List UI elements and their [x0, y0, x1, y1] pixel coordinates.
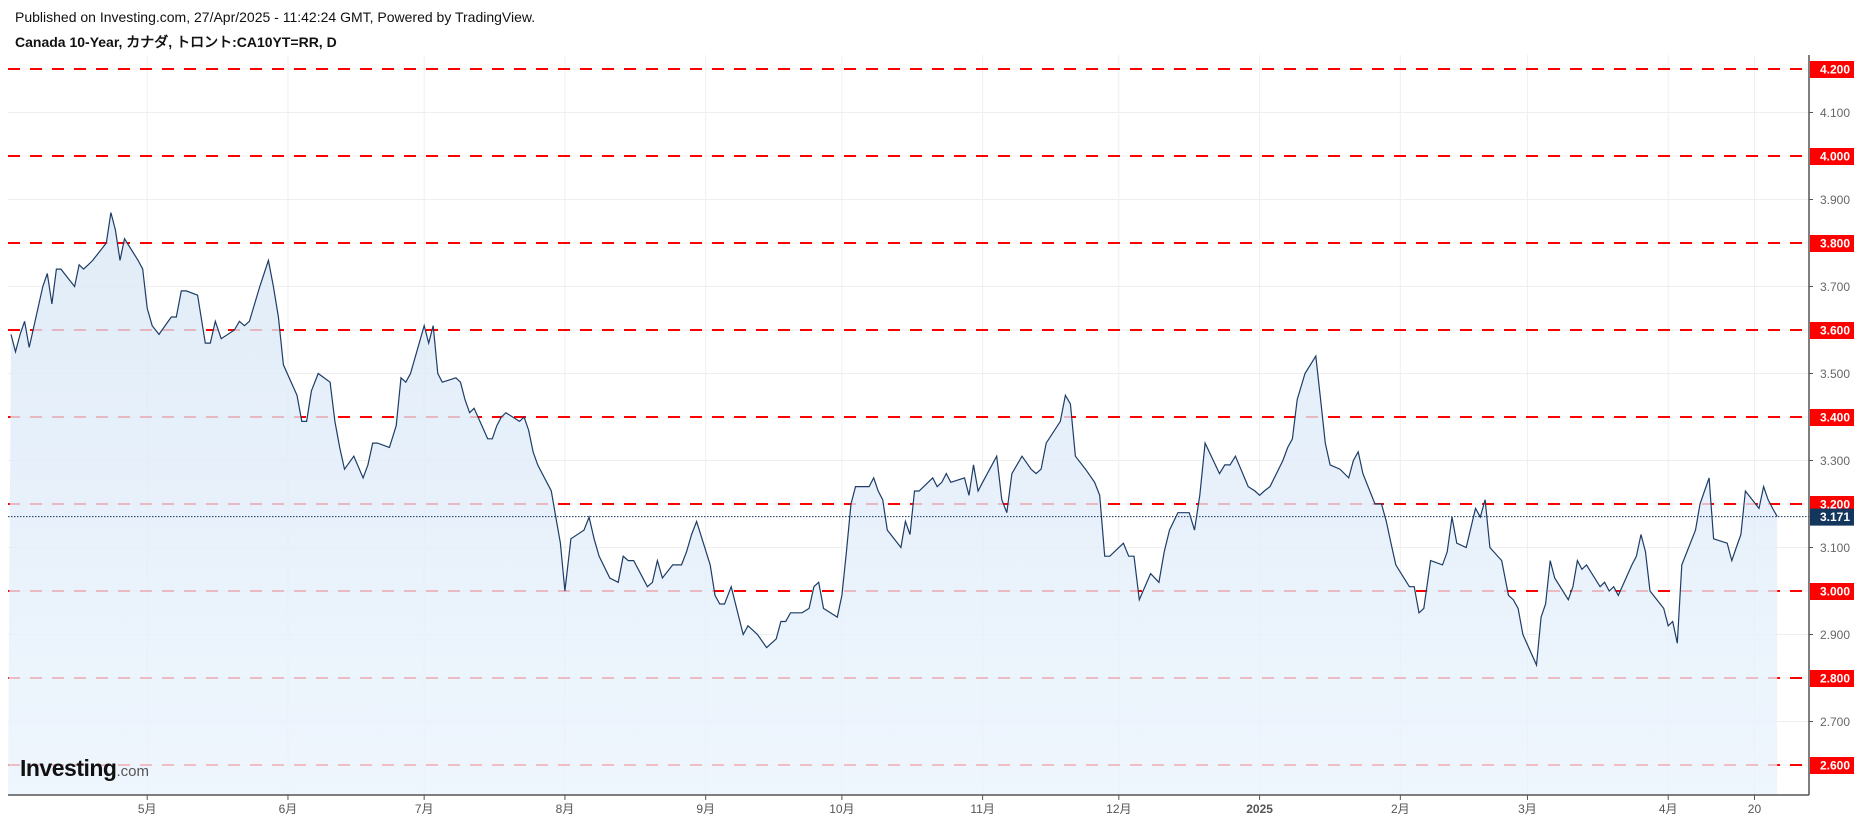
x-tick-label: 4月 [1659, 802, 1678, 816]
level-label: 3.000 [1820, 585, 1850, 599]
level-label-box [1810, 61, 1854, 78]
level-label: 3.800 [1820, 237, 1850, 251]
level-label: 4.000 [1820, 150, 1850, 164]
level-label-box [1810, 148, 1854, 165]
y-tick-label: 2.900 [1820, 628, 1850, 642]
level-label: 3.400 [1820, 411, 1850, 425]
x-tick-label: 2月 [1391, 802, 1410, 816]
level-label-box [1810, 409, 1854, 426]
x-tick-label: 9月 [696, 802, 715, 816]
y-tick-label: 3.700 [1820, 280, 1850, 294]
level-label-box [1810, 322, 1854, 339]
x-tick-label: 8月 [556, 802, 575, 816]
chart-title: Canada 10-Year, カナダ, トロント:CA10YT=RR, D [15, 34, 337, 50]
x-tick-label: 11月 [970, 802, 994, 816]
level-label: 3.200 [1820, 498, 1850, 512]
x-tick-label: 10月 [829, 802, 854, 816]
level-label: 2.800 [1820, 672, 1850, 686]
y-tick-label: 4.100 [1820, 106, 1850, 120]
y-axis-labels: 4.200 4.000 3.800 3.600 3.400 3.200 3.000 2.800… [1809, 61, 1854, 774]
investing-logo: Investing .com [20, 755, 149, 781]
level-label: 3.600 [1820, 324, 1850, 338]
level-label-box [1810, 235, 1854, 252]
area-fill [8, 212, 1778, 796]
level-label-box [1810, 670, 1854, 687]
last-value-box [1810, 508, 1854, 526]
x-tick-label: 3月 [1518, 802, 1537, 816]
x-tick-label: 2025 [1246, 802, 1273, 816]
level-label-box [1810, 583, 1854, 600]
yield-line [10, 212, 1778, 668]
axes [8, 55, 1810, 796]
x-tick-label: 12月 [1106, 802, 1131, 816]
level-label-box [1810, 757, 1854, 774]
y-tick-label: 3.500 [1820, 367, 1850, 381]
y-tick-label: 3.900 [1820, 193, 1850, 207]
x-tick-label: 5月 [138, 802, 157, 816]
level-label: 4.200 [1820, 63, 1850, 77]
x-tick-label: 20 [1748, 802, 1762, 816]
last-value-label: 3.171 [1820, 510, 1850, 524]
published-caption: Published on Investing.com, 27/Apr/2025 … [15, 9, 536, 25]
y-tick-label: 3.300 [1820, 454, 1850, 468]
x-tick-label: 7月 [415, 802, 434, 816]
y-tick-label: 2.700 [1820, 715, 1850, 729]
x-tick-label: 6月 [279, 802, 298, 816]
level-label: 2.600 [1820, 759, 1850, 773]
y-tick-label: 3.100 [1820, 541, 1850, 555]
x-axis-labels: 5月 6月 7月 8月 9月 10月 11月 12月 2025 2月 3月 4月 20 [138, 795, 1762, 816]
